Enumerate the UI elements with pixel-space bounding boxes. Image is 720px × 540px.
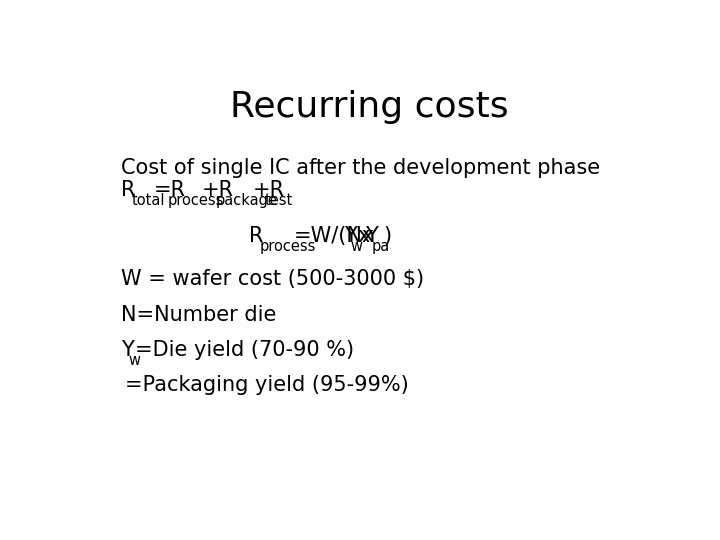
Text: Y: Y	[364, 226, 377, 246]
Text: ): )	[383, 226, 391, 246]
Text: process: process	[260, 239, 316, 254]
Text: W = wafer cost (500-3000 $): W = wafer cost (500-3000 $)	[121, 269, 424, 289]
Text: w: w	[351, 239, 363, 254]
Text: +R: +R	[202, 180, 233, 200]
Text: R: R	[121, 180, 135, 200]
Text: =Packaging yield (95-99%): =Packaging yield (95-99%)	[125, 375, 408, 395]
Text: =W/(Nx: =W/(Nx	[294, 226, 375, 246]
Text: Y: Y	[344, 226, 357, 246]
Text: +R: +R	[253, 180, 284, 200]
Text: Y: Y	[121, 340, 134, 360]
Text: w: w	[128, 353, 140, 368]
Text: process: process	[168, 193, 224, 208]
Text: total: total	[131, 193, 165, 208]
Text: R: R	[249, 226, 264, 246]
Text: Recurring costs: Recurring costs	[230, 90, 508, 124]
Text: x: x	[357, 226, 369, 246]
Text: =Die yield (70-90 %): =Die yield (70-90 %)	[135, 340, 354, 360]
Text: pa: pa	[372, 239, 390, 254]
Text: =R: =R	[154, 180, 186, 200]
Text: Cost of single IC after the development phase: Cost of single IC after the development …	[121, 158, 600, 178]
Text: N=Number die: N=Number die	[121, 305, 276, 325]
Text: test: test	[265, 193, 293, 208]
Text: package: package	[215, 193, 277, 208]
